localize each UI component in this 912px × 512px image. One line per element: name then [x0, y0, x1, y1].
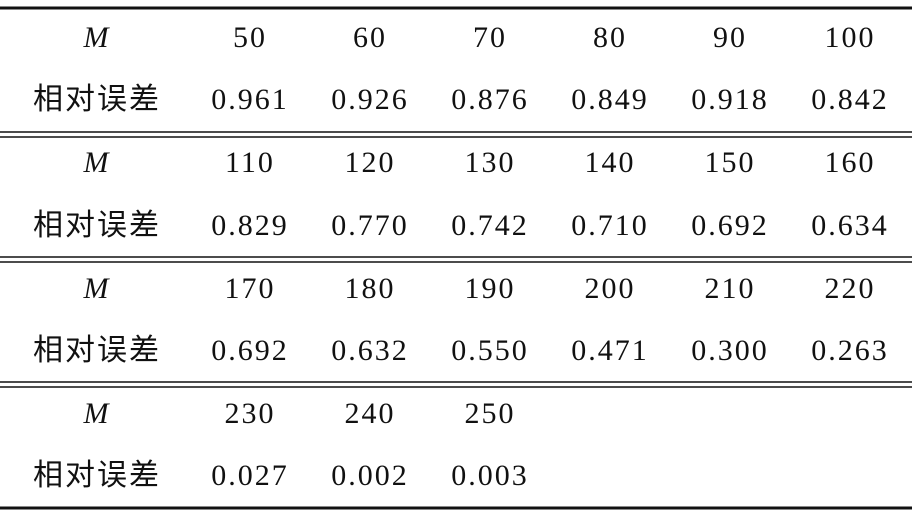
cell: 180 [345, 272, 396, 305]
cell: 0.692 [211, 334, 289, 367]
cell: 120 [345, 146, 396, 179]
cell: 0.876 [451, 83, 529, 116]
row-header: 相对误差 [33, 459, 161, 492]
cell: 0.961 [211, 83, 289, 116]
cell: 130 [465, 146, 516, 179]
cell: 0.742 [451, 209, 529, 242]
cell: 0.918 [691, 83, 769, 116]
cell: 0.003 [451, 459, 529, 492]
cell: 250 [465, 397, 516, 430]
cell: 220 [825, 272, 876, 305]
cell: 110 [225, 146, 275, 179]
cell: 0.926 [331, 83, 409, 116]
cell: 230 [225, 397, 276, 430]
row-header: M [83, 21, 111, 54]
cell: 0.471 [571, 334, 649, 367]
cell: 0.710 [571, 209, 649, 242]
row-header: 相对误差 [33, 334, 161, 367]
cell: 160 [825, 146, 876, 179]
cell: 210 [705, 272, 756, 305]
cell: 200 [585, 272, 636, 305]
cell: 140 [585, 146, 636, 179]
cell: 0.634 [811, 209, 889, 242]
cell: 90 [713, 21, 747, 54]
cell: 0.849 [571, 83, 649, 116]
cell: 50 [233, 21, 267, 54]
row-header: M [83, 146, 111, 179]
cell: 0.829 [211, 209, 289, 242]
row-header: 相对误差 [33, 209, 161, 242]
cell: 0.263 [811, 334, 889, 367]
cell: 0.550 [451, 334, 529, 367]
cell: 170 [225, 272, 276, 305]
cell: 0.027 [211, 459, 289, 492]
row-header: M [83, 397, 111, 430]
cell: 0.842 [811, 83, 889, 116]
row-header: 相对误差 [33, 83, 161, 116]
cell: 150 [705, 146, 756, 179]
cell: 70 [473, 21, 507, 54]
cell: 0.692 [691, 209, 769, 242]
cell: 0.002 [331, 459, 409, 492]
cell: 240 [345, 397, 396, 430]
cell: 100 [825, 21, 876, 54]
cell: 0.770 [331, 209, 409, 242]
cell: 190 [465, 272, 516, 305]
row-header: M [83, 272, 111, 305]
cell: 0.300 [691, 334, 769, 367]
cell: 60 [353, 21, 387, 54]
cell: 80 [593, 21, 627, 54]
cell: 0.632 [331, 334, 409, 367]
